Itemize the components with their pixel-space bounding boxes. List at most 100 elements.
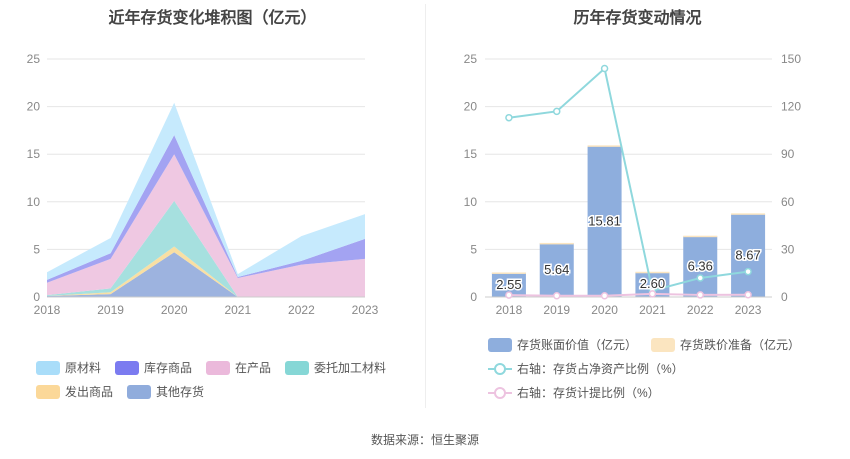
y-tick-label: 10 (27, 195, 41, 209)
legend-item-原材料[interactable]: 原材料 (36, 359, 101, 376)
line-point (553, 107, 561, 116)
left-chart-title: 近年存货变化堆积图（亿元） (108, 10, 317, 27)
y-tick-label: 20 (27, 100, 41, 114)
bar-data-label: 5.64 (544, 262, 569, 277)
x-tick-label: 2018 (496, 303, 523, 317)
area-series-库存商品 (47, 135, 365, 283)
legend-item-在产品[interactable]: 在产品 (206, 359, 271, 376)
line-point (505, 291, 513, 299)
left-y-tick-label: 15 (464, 147, 478, 161)
right-legend-row-2: 右轴：存货占净资产比例（%） (488, 360, 698, 377)
right-y-tick-label: 150 (781, 52, 801, 66)
left-legend-row-2: 发出商品 其他存货 (36, 383, 218, 400)
legend-label: 右轴：存货计提比例（%） (517, 386, 660, 400)
bar-inventory-value (587, 146, 622, 297)
x-tick-label: 2020 (161, 303, 188, 317)
area-series-其他存货 (47, 252, 365, 297)
legend-swatch (285, 360, 310, 375)
line-point (505, 113, 513, 122)
bar-data-label: 2.55 (496, 277, 521, 292)
line-impairment-ratio (508, 292, 749, 297)
data-source-footer: 数据来源：恒生聚源 (370, 433, 479, 447)
left-y-tick-label: 5 (470, 242, 477, 256)
legend-item-委托加工材料[interactable]: 委托加工材料 (285, 359, 386, 376)
bar-impairment (731, 213, 766, 215)
y-tick-label: 0 (33, 290, 40, 304)
bar-inventory-value (683, 236, 718, 297)
bar-data-label: 15.81 (588, 214, 621, 229)
legend-swatch (488, 337, 512, 352)
y-tick-label: 5 (33, 242, 40, 256)
x-tick-label: 2018 (34, 303, 61, 317)
stacked-area-plot: 0 5 10 15 20 25 2018 2019 2020 2021 2022 2023 (27, 52, 379, 317)
line-point (600, 64, 609, 73)
bar-impairment (683, 235, 718, 238)
legend-swatch (651, 337, 676, 352)
legend-label: 在产品 (235, 361, 272, 375)
right-y-tick-label: 90 (781, 147, 795, 161)
left-legend-row-1: 原材料 库存商品 在产品 委托加工材料 (36, 359, 400, 376)
line-point (696, 274, 704, 282)
legend-item-其他存货[interactable]: 其他存货 (127, 383, 204, 400)
line-point (553, 291, 561, 300)
line-point (744, 267, 752, 276)
bar-line-plot: 0 5 10 15 20 25 0 30 60 90 120 150 2018 2019 2020 2021 2… (464, 52, 802, 317)
x-tick-label: 2021 (639, 303, 666, 317)
legend-item-inventory-book-value[interactable]: 存货账面价值（亿元） (488, 336, 637, 353)
legend-label: 存货账面价值（亿元） (517, 338, 638, 352)
right-legend-row-1: 存货账面价值（亿元） 存货跌价准备（亿元） (488, 336, 814, 353)
left-y-tick-label: 10 (464, 195, 478, 209)
x-tick-label: 2020 (591, 303, 618, 317)
bar-data-label: 2.60 (640, 276, 665, 291)
legend-item-库存商品[interactable]: 库存商品 (115, 359, 192, 376)
y-tick-label: 15 (27, 147, 41, 161)
legend-swatch (115, 360, 140, 375)
x-tick-label: 2021 (224, 303, 251, 317)
left-y-tick-label: 25 (464, 52, 478, 66)
bar-inventory-value (731, 214, 766, 297)
legend-label: 原材料 (65, 361, 102, 375)
legend-swatch (127, 384, 152, 399)
bar-impairment (587, 145, 622, 147)
bar-inventory-value (539, 243, 574, 297)
legend-label: 发出商品 (65, 385, 114, 399)
x-tick-label: 2022 (288, 303, 315, 317)
line-point (600, 291, 609, 300)
x-tick-label: 2019 (97, 303, 124, 317)
bar-data-label: 8.67 (735, 248, 760, 263)
area-series-原材料 (47, 102, 365, 280)
legend-swatch (206, 360, 231, 375)
x-tick-label: 2023 (735, 303, 762, 317)
right-y-tick-label: 120 (781, 100, 801, 114)
legend-item-inventory-impairment[interactable]: 存货跌价准备（亿元） (651, 336, 800, 353)
right-y-tick-label: 60 (781, 195, 795, 209)
area-series-在产品 (47, 154, 365, 297)
legend-label: 存货跌价准备（亿元） (680, 338, 801, 352)
bar-data-label: 6.36 (688, 259, 713, 274)
legend-label: 库存商品 (144, 361, 193, 375)
legend-label: 右轴：存货占净资产比例（%） (517, 362, 684, 376)
legend-label: 委托加工材料 (314, 361, 387, 375)
legend-item-impairment-ratio[interactable]: 右轴：存货计提比例（%） (488, 384, 660, 401)
x-tick-label: 2023 (352, 303, 379, 317)
legend-swatch (488, 362, 512, 376)
legend-swatch (36, 384, 60, 399)
legend-swatch (488, 386, 512, 400)
x-tick-label: 2022 (687, 303, 714, 317)
legend-item-inventory-to-net-assets[interactable]: 右轴：存货占净资产比例（%） (488, 360, 684, 377)
legend-label: 其他存货 (156, 385, 205, 399)
bar-impairment (635, 271, 670, 274)
area-series-委托加工材料 (47, 200, 365, 297)
right-y-tick-label: 30 (781, 242, 795, 256)
right-legend-row-3: 右轴：存货计提比例（%） (488, 384, 674, 401)
bar-line-chart-panel: 历年存货变动情况 0 5 10 15 20 25 0 30 60 90 120 150 2018 2019… (425, 0, 850, 420)
left-y-tick-label: 0 (470, 290, 477, 304)
panel-divider (425, 4, 426, 408)
line-point (696, 291, 704, 299)
line-point (648, 290, 657, 298)
line-inventory-to-net-assets (508, 66, 749, 292)
left-y-tick-label: 20 (464, 100, 478, 114)
line-point (744, 291, 752, 299)
legend-item-发出商品[interactable]: 发出商品 (36, 383, 113, 400)
x-tick-label: 2019 (543, 303, 570, 317)
